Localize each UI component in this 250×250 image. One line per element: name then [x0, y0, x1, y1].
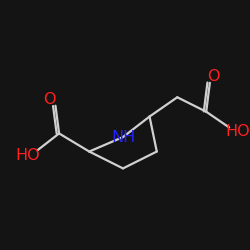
- Text: O: O: [43, 92, 56, 107]
- Text: NH: NH: [111, 130, 135, 144]
- Text: HO: HO: [225, 124, 250, 138]
- Text: HO: HO: [16, 148, 40, 163]
- Text: O: O: [207, 69, 220, 84]
